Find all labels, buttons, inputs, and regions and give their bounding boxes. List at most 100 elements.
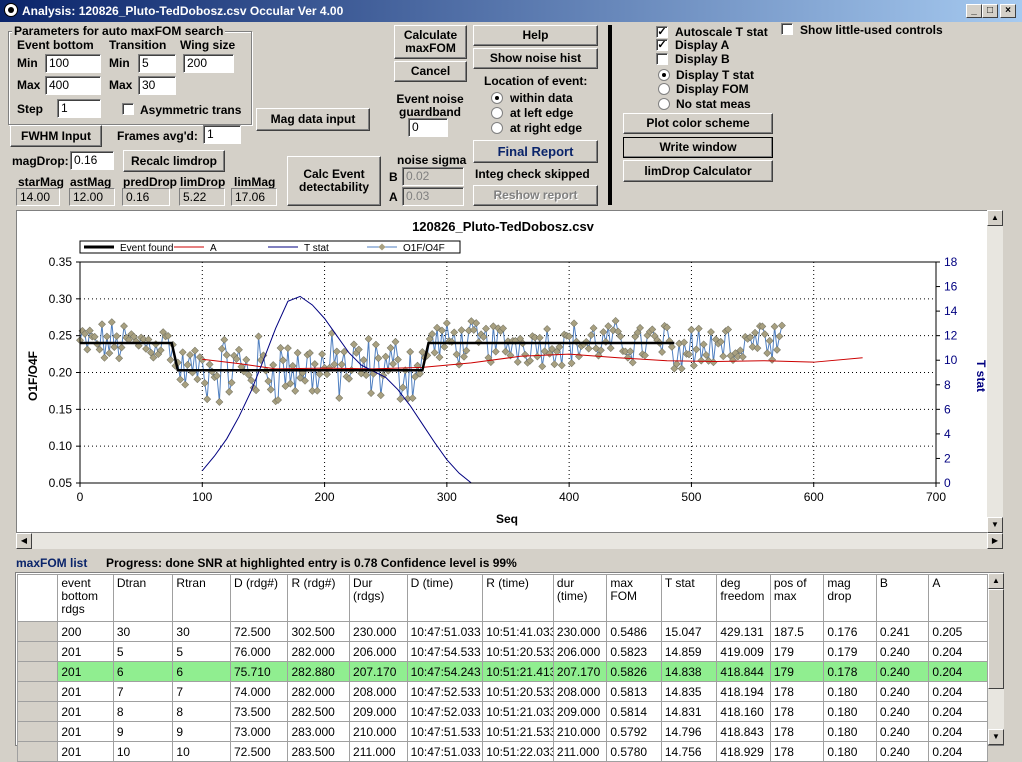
ratio-point xyxy=(205,360,214,369)
column-header[interactable]: D (rdg#) xyxy=(229,574,289,622)
within-data-radio[interactable] xyxy=(491,92,503,104)
display-b-checkbox[interactable] xyxy=(656,53,668,65)
recalc-limdrop-button[interactable]: Recalc limdrop xyxy=(123,150,225,172)
integ-check-label: Integ check skipped xyxy=(475,167,590,181)
eb-min-input[interactable]: 100 xyxy=(45,54,101,73)
row-selector[interactable] xyxy=(16,701,59,722)
row-selector[interactable] xyxy=(16,621,59,642)
app-icon[interactable] xyxy=(4,3,18,17)
tr-max-input[interactable]: 30 xyxy=(138,76,176,95)
ratio-point xyxy=(186,350,194,359)
display-fom-radio[interactable] xyxy=(658,83,670,95)
params-group-title: Parameters for auto maxFOM search xyxy=(12,24,226,38)
table-row[interactable]: 201 7 7 74.000 282.000 208.000 10:47:52.533 10:… xyxy=(16,681,988,702)
column-header[interactable]: A xyxy=(928,574,988,622)
column-header[interactable]: B xyxy=(875,574,930,622)
column-header[interactable]: mag drop xyxy=(823,574,877,622)
help-button[interactable]: Help xyxy=(473,25,598,46)
calculate-maxfom-button[interactable]: Calculate maxFOM xyxy=(394,25,467,59)
wing-size-input[interactable]: 200 xyxy=(183,54,234,73)
tr-min-input[interactable]: 5 xyxy=(138,54,176,73)
fwhm-input-button[interactable]: FWHM Input xyxy=(10,125,102,147)
scroll-right-icon[interactable]: ▶ xyxy=(987,533,1003,549)
y2-tick-label: 16 xyxy=(944,280,958,294)
cancel-button[interactable]: Cancel xyxy=(394,61,467,82)
column-header[interactable]: deg freedom xyxy=(716,574,771,622)
little-used-checkbox[interactable] xyxy=(781,23,793,35)
ratio-point xyxy=(386,344,395,352)
table-scroll-down-icon[interactable]: ▼ xyxy=(988,729,1004,745)
column-header[interactable]: D (time) xyxy=(406,574,484,622)
display-a-checkbox[interactable]: ✓ xyxy=(656,39,668,51)
right-edge-radio[interactable] xyxy=(491,122,503,134)
display-b-label: Display B xyxy=(675,52,730,66)
limdrop-calculator-button[interactable]: limDrop Calculator xyxy=(623,160,773,182)
noise-b-value: 0.02 xyxy=(402,167,464,186)
table-row[interactable]: 201 8 8 73.500 282.500 209.000 10:47:52.033 10:… xyxy=(16,701,988,722)
eb-max-input[interactable]: 400 xyxy=(45,76,101,95)
table-row[interactable]: 201 10 10 72.500 283.500 211.000 10:47:51.033 1… xyxy=(16,741,988,762)
column-header[interactable]: event bottom rdgs xyxy=(57,574,114,622)
column-header[interactable]: Rtran xyxy=(172,574,231,622)
frames-avg-label: Frames avg'd: xyxy=(117,129,198,143)
table-scroll-up-icon[interactable]: ▲ xyxy=(988,573,1004,589)
table-cell: 201 xyxy=(57,701,114,722)
row-selector[interactable] xyxy=(16,661,59,682)
row-selector[interactable] xyxy=(16,681,59,702)
column-header[interactable]: R (time) xyxy=(482,574,554,622)
calc-event-detectability-button[interactable]: Calc Event detectability xyxy=(287,156,381,206)
guardband-input[interactable]: 0 xyxy=(408,118,448,137)
table-cell: 15.047 xyxy=(660,621,718,642)
ratio-point xyxy=(394,355,402,364)
y2-tick-label: 2 xyxy=(944,451,951,465)
column-header[interactable]: max FOM xyxy=(606,574,662,622)
table-cell: 10:51:21.533 xyxy=(482,721,554,742)
table-cell: 207.170 xyxy=(552,661,608,682)
maximize-button[interactable]: □ xyxy=(982,4,998,18)
table-row[interactable]: 201 6 6 75.710 282.880 207.170 10:47:54.243 10:… xyxy=(16,661,988,682)
row-selector[interactable] xyxy=(16,721,59,742)
show-noise-hist-button[interactable]: Show noise hist xyxy=(473,48,598,69)
ratio-point xyxy=(120,322,128,330)
plot-color-scheme-button[interactable]: Plot color scheme xyxy=(623,113,773,134)
row-selector[interactable] xyxy=(16,741,59,762)
scroll-left-icon[interactable]: ◀ xyxy=(16,533,32,549)
table-row[interactable]: 200 30 30 72.500 302.500 230.000 10:47:51.033 1… xyxy=(16,621,988,642)
y2-tick-label: 8 xyxy=(944,378,951,392)
frames-avg-input[interactable]: 1 xyxy=(203,125,241,144)
chart-vscroll[interactable]: ▲ ▼ xyxy=(987,210,1003,533)
autoscale-checkbox[interactable]: ✓ xyxy=(656,26,668,38)
reshow-report-button[interactable]: Reshow report xyxy=(473,185,598,206)
left-edge-radio[interactable] xyxy=(491,107,503,119)
table-scroll-thumb[interactable] xyxy=(988,589,1004,689)
step-input[interactable]: 1 xyxy=(57,99,101,118)
column-header[interactable]: Dtran xyxy=(112,574,174,622)
table-vscroll[interactable]: ▲ ▼ xyxy=(988,573,1004,745)
table-cell: 282.000 xyxy=(287,641,351,662)
astmag-label: astMag xyxy=(70,175,112,189)
column-header[interactable]: Dur (rdgs) xyxy=(349,574,408,622)
asymmetric-checkbox[interactable] xyxy=(122,103,134,115)
table-row[interactable]: 201 5 5 76.000 282.000 206.000 10:47:54.533 10:… xyxy=(16,641,988,662)
minimize-button[interactable]: _ xyxy=(966,4,982,18)
scroll-down-icon[interactable]: ▼ xyxy=(987,517,1003,533)
column-header[interactable]: T stat xyxy=(660,574,718,622)
no-stat-radio[interactable] xyxy=(658,98,670,110)
row-selector[interactable] xyxy=(16,641,59,662)
table-cell: 0.204 xyxy=(928,741,988,762)
table-cell: 0.204 xyxy=(928,721,988,742)
table-cell: 7 xyxy=(112,681,174,702)
column-header[interactable]: pos of max xyxy=(769,574,825,622)
table-cell: 30 xyxy=(112,621,174,642)
magdrop-input[interactable]: 0.16 xyxy=(70,151,114,170)
scroll-up-icon[interactable]: ▲ xyxy=(987,210,1003,226)
mag-data-input-button[interactable]: Mag data input xyxy=(256,108,370,131)
final-report-button[interactable]: Final Report xyxy=(473,140,598,163)
column-header[interactable]: R (rdg#) xyxy=(287,574,351,622)
write-window-button[interactable]: Write window xyxy=(623,137,773,158)
display-tstat-radio[interactable] xyxy=(658,69,670,81)
close-button[interactable]: × xyxy=(1000,4,1016,18)
table-row[interactable]: 201 9 9 73.000 283.000 210.000 10:47:51.533 10:… xyxy=(16,721,988,742)
chart-hscroll[interactable]: ◀ ▶ xyxy=(16,533,1003,549)
column-header[interactable]: dur (time) xyxy=(552,574,608,622)
